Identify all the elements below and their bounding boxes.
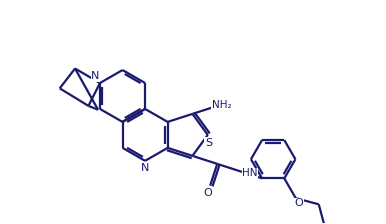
Text: N: N	[91, 71, 100, 81]
Text: O: O	[295, 198, 303, 209]
Text: O: O	[203, 188, 212, 198]
Text: S: S	[205, 138, 212, 148]
Text: NH₂: NH₂	[212, 100, 232, 110]
Text: N: N	[141, 163, 149, 173]
Text: HN: HN	[242, 168, 258, 178]
